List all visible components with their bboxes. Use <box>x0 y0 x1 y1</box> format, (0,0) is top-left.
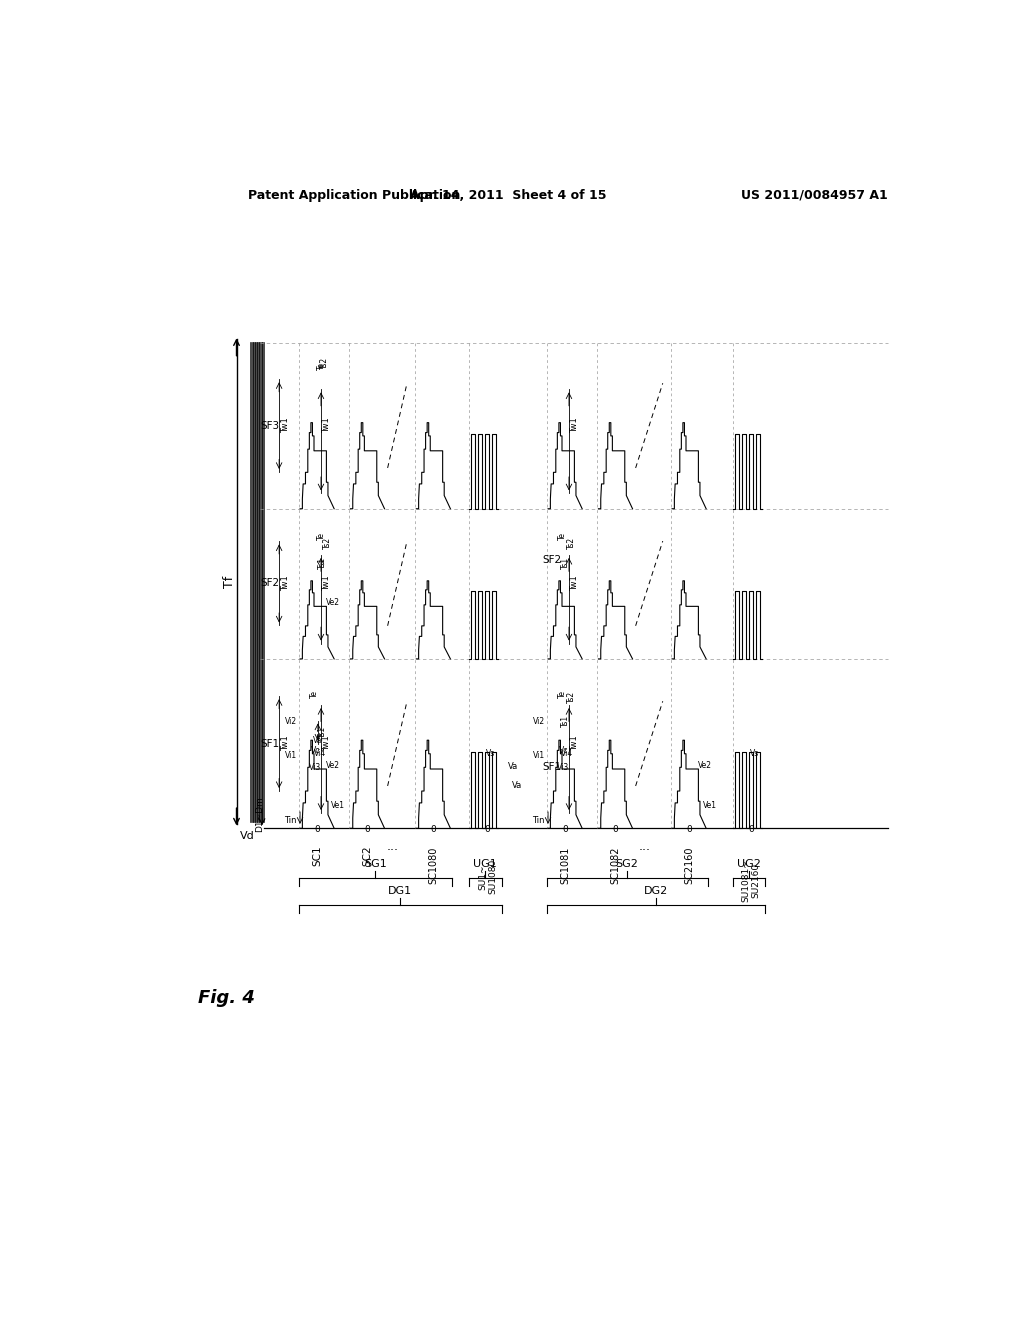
Text: Tw1: Tw1 <box>322 576 331 591</box>
Text: 0: 0 <box>749 825 754 834</box>
Text: Ts2: Ts2 <box>567 692 575 704</box>
Text: Patent Application Publication: Patent Application Publication <box>248 189 461 202</box>
Text: Te: Te <box>316 532 326 540</box>
Text: US 2011/0084957 A1: US 2011/0084957 A1 <box>740 189 888 202</box>
Text: Tin: Tin <box>284 816 296 825</box>
Text: Ts2: Ts2 <box>567 537 575 549</box>
Text: 0: 0 <box>686 825 692 834</box>
Text: SU1081~
SU2160: SU1081~ SU2160 <box>741 859 761 902</box>
Text: SF3: SF3 <box>260 421 280 430</box>
Text: SF1: SF1 <box>543 762 562 772</box>
Text: Ve2: Ve2 <box>697 760 712 770</box>
Text: Tf: Tf <box>223 576 236 587</box>
Text: SC1082: SC1082 <box>610 846 621 884</box>
Text: SC1081: SC1081 <box>560 846 570 884</box>
Text: SC1080: SC1080 <box>428 846 438 884</box>
Text: Vi4: Vi4 <box>560 750 572 758</box>
Text: Vi2: Vi2 <box>532 717 545 726</box>
Text: Va: Va <box>312 735 322 744</box>
Text: Apr. 14, 2011  Sheet 4 of 15: Apr. 14, 2011 Sheet 4 of 15 <box>410 189 606 202</box>
Text: 0: 0 <box>562 825 568 834</box>
Text: Te: Te <box>558 532 567 540</box>
Text: Tw1: Tw1 <box>570 735 579 751</box>
Text: Va: Va <box>508 762 518 771</box>
Text: D1~Dm: D1~Dm <box>255 796 264 833</box>
Text: Ve2: Ve2 <box>326 598 340 607</box>
Text: Ts2: Ts2 <box>324 537 333 549</box>
Text: UG1: UG1 <box>473 859 497 870</box>
Text: ...: ... <box>387 840 399 853</box>
Text: SC2160: SC2160 <box>684 846 694 884</box>
Text: Tw1: Tw1 <box>281 417 290 433</box>
Text: Vi3: Vi3 <box>557 763 569 772</box>
Text: Ts1: Ts1 <box>318 726 327 738</box>
Text: SU1~
SU1080: SU1~ SU1080 <box>478 859 498 895</box>
Text: Tw1: Tw1 <box>570 576 579 591</box>
Text: Vi4: Vi4 <box>314 750 327 758</box>
Text: Ts1: Ts1 <box>318 557 327 569</box>
Text: 0: 0 <box>314 825 319 834</box>
Text: Vs: Vs <box>486 750 496 758</box>
Text: 0: 0 <box>365 825 371 834</box>
Text: Te: Te <box>558 689 567 697</box>
Text: 0: 0 <box>430 825 436 834</box>
Text: Vi3: Vi3 <box>309 763 322 772</box>
Text: Te: Te <box>316 362 326 371</box>
Text: 0: 0 <box>484 825 490 834</box>
Text: Vd: Vd <box>240 832 254 841</box>
Text: Te: Te <box>310 689 319 697</box>
Text: UG2: UG2 <box>737 859 761 870</box>
Text: Vc: Vc <box>559 746 568 755</box>
Text: Ve2: Ve2 <box>326 760 340 770</box>
Text: SG2: SG2 <box>615 859 639 870</box>
Text: Vi1: Vi1 <box>285 751 297 760</box>
Text: SC1: SC1 <box>312 846 323 866</box>
Text: Tw1: Tw1 <box>281 735 290 751</box>
Text: Ts1: Ts1 <box>561 714 570 726</box>
Text: Ve1: Ve1 <box>331 800 345 809</box>
Text: SC2: SC2 <box>362 846 373 866</box>
Text: Vc: Vc <box>311 746 321 755</box>
Text: SF1: SF1 <box>260 739 280 748</box>
Text: Tw1: Tw1 <box>322 417 331 433</box>
Text: SF2: SF2 <box>260 578 280 589</box>
Text: Fig. 4: Fig. 4 <box>198 989 255 1007</box>
Text: Tw1: Tw1 <box>322 735 331 751</box>
Text: Ve1: Ve1 <box>703 800 717 809</box>
Text: SG1: SG1 <box>364 859 387 870</box>
Text: Ts1: Ts1 <box>561 557 570 569</box>
Text: Tw1: Tw1 <box>570 417 579 433</box>
Text: SF2: SF2 <box>543 556 562 565</box>
Text: ...: ... <box>639 840 651 853</box>
Text: Vi1: Vi1 <box>532 751 545 760</box>
Text: Vi2: Vi2 <box>285 717 297 726</box>
Text: Vs: Vs <box>750 750 759 758</box>
Text: DG2: DG2 <box>644 887 668 896</box>
Text: Va: Va <box>512 781 522 791</box>
Text: Ts2: Ts2 <box>319 356 329 368</box>
Text: Tw1: Tw1 <box>281 576 290 591</box>
Text: DG1: DG1 <box>388 887 412 896</box>
Text: Tin: Tin <box>531 816 544 825</box>
Text: 0: 0 <box>612 825 618 834</box>
